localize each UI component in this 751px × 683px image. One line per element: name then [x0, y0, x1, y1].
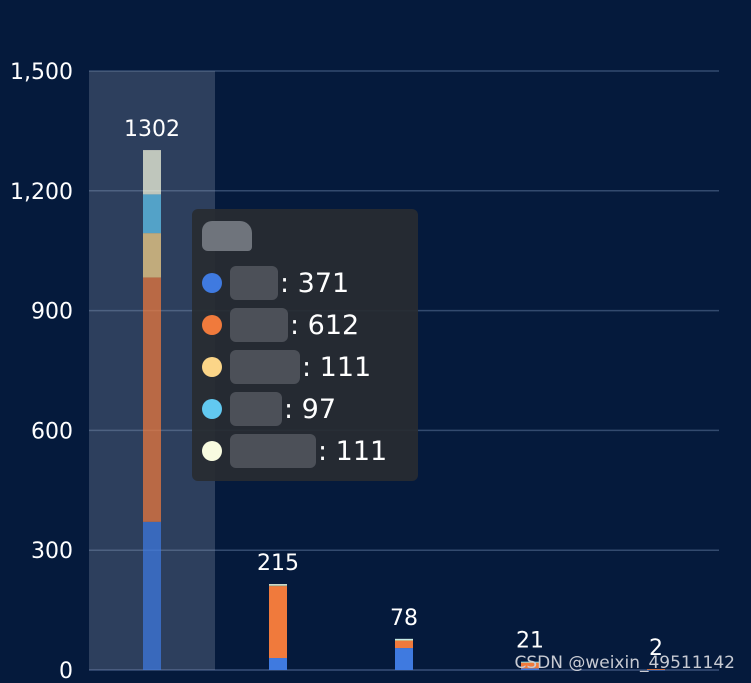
bar-total-label: 215	[257, 551, 299, 576]
series-dot-icon	[202, 399, 222, 419]
tooltip-value: : 111	[318, 435, 388, 467]
watermark: CSDN @weixin_49511142	[514, 653, 735, 673]
bar-segment[interactable]	[269, 584, 287, 585]
series-dot-icon	[202, 315, 222, 335]
y-tick-label: 1,500	[10, 60, 73, 85]
bar-segment[interactable]	[521, 661, 539, 663]
bar-segment[interactable]	[395, 640, 413, 641]
tooltip-item: : 97	[202, 391, 336, 427]
bar-segment[interactable]	[143, 194, 161, 234]
series-name-redacted	[230, 308, 288, 342]
tooltip-value: : 111	[302, 351, 372, 383]
bar-total-label: 21	[516, 629, 544, 654]
series-name-redacted	[230, 434, 316, 468]
tooltip-item: : 612	[202, 307, 359, 343]
series-name-redacted	[230, 350, 300, 384]
series-name-redacted	[230, 392, 282, 426]
tooltip-item: : 371	[202, 265, 349, 301]
series-name-redacted	[230, 266, 278, 300]
tooltip-value: : 97	[284, 393, 337, 425]
tooltip-item: : 111	[202, 433, 387, 469]
series-dot-icon	[202, 441, 222, 461]
y-tick-label: 300	[31, 539, 73, 564]
bar-segment[interactable]	[395, 648, 413, 670]
bar-segment[interactable]	[269, 658, 287, 670]
y-tick-label: 1,200	[10, 180, 73, 205]
bar-segment[interactable]	[647, 669, 665, 671]
series-dot-icon	[202, 357, 222, 377]
bar-segment[interactable]	[395, 640, 413, 649]
tooltip-value: : 371	[280, 267, 350, 299]
bar-segment[interactable]	[521, 662, 539, 669]
y-axis-ticks: 0 300 600 900 1,200 1,500	[10, 60, 73, 683]
bar-segment[interactable]	[269, 585, 287, 587]
tooltip-title-redacted	[202, 221, 252, 251]
tooltip-item: : 111	[202, 349, 371, 385]
bar-segment[interactable]	[269, 586, 287, 659]
bar-segment[interactable]	[143, 521, 161, 670]
tooltip: : 371 : 612 : 111 : 97 : 111	[192, 209, 418, 481]
bar-segment[interactable]	[143, 233, 161, 278]
bar-total-label: 1302	[124, 117, 180, 142]
y-tick-label: 900	[31, 300, 73, 325]
bar-total-label: 2	[649, 636, 663, 661]
tooltip-value: : 612	[290, 309, 360, 341]
bars-layer[interactable]	[143, 150, 665, 671]
bar-segment[interactable]	[143, 150, 161, 195]
y-tick-label: 0	[59, 659, 73, 683]
bar-total-label: 78	[390, 606, 418, 631]
series-dot-icon	[202, 273, 222, 293]
bar-segment[interactable]	[521, 668, 539, 670]
data-labels-layer: 1302 215 78 21 2	[124, 117, 663, 661]
bar-segment[interactable]	[395, 638, 413, 640]
y-tick-label: 600	[31, 419, 73, 444]
bar-segment[interactable]	[143, 277, 161, 522]
